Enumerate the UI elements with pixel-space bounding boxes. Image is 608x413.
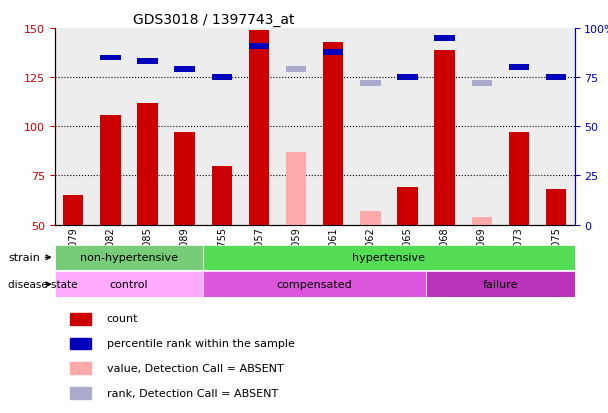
Bar [71,313,91,325]
Text: compensated: compensated [277,280,353,290]
Text: disease state: disease state [8,280,77,290]
Bar [249,31,269,225]
Text: non-hypertensive: non-hypertensive [80,253,178,263]
Bar [509,65,529,71]
Text: strain: strain [8,253,50,263]
Bar [546,75,566,81]
Bar [137,104,157,225]
Bar [55,29,92,225]
Bar [212,75,232,81]
Text: count: count [107,313,138,323]
Bar [174,133,195,225]
Bar [55,272,203,297]
Bar [100,115,120,225]
Bar [240,29,277,225]
Bar [249,44,269,50]
Bar [509,133,529,225]
Text: failure: failure [483,280,518,290]
Bar [397,188,418,225]
Text: hypertensive: hypertensive [353,253,426,263]
Text: percentile rank within the sample: percentile rank within the sample [107,338,295,348]
Bar [286,152,306,225]
Text: rank, Detection Call = ABSENT: rank, Detection Call = ABSENT [107,388,278,398]
Bar [203,272,426,297]
Bar [286,67,306,73]
Bar [100,55,120,61]
Bar [212,166,232,225]
Bar [426,29,463,225]
Bar [397,75,418,81]
Bar [63,196,83,225]
Bar [426,272,575,297]
Bar [203,29,240,225]
Bar [71,387,91,399]
Bar [360,81,381,87]
Bar [434,36,455,42]
Bar [352,29,389,225]
Bar [137,59,157,65]
Bar [277,29,314,225]
Bar [323,50,344,55]
Bar [472,81,492,87]
Bar [472,217,492,225]
Bar [174,67,195,73]
Bar [463,29,500,225]
Bar [166,29,203,225]
Text: control: control [109,280,148,290]
Bar [389,29,426,225]
Bar [71,338,91,350]
Bar [129,29,166,225]
Bar [323,43,344,225]
Bar [434,50,455,225]
Bar [203,245,575,271]
Bar [315,29,352,225]
Bar [546,190,566,225]
Bar [71,363,91,374]
Bar [55,245,203,271]
Bar [500,29,537,225]
Bar [92,29,129,225]
Bar [360,211,381,225]
Text: value, Detection Call = ABSENT: value, Detection Call = ABSENT [107,363,283,373]
Text: GDS3018 / 1397743_at: GDS3018 / 1397743_at [133,12,294,26]
Bar [537,29,575,225]
